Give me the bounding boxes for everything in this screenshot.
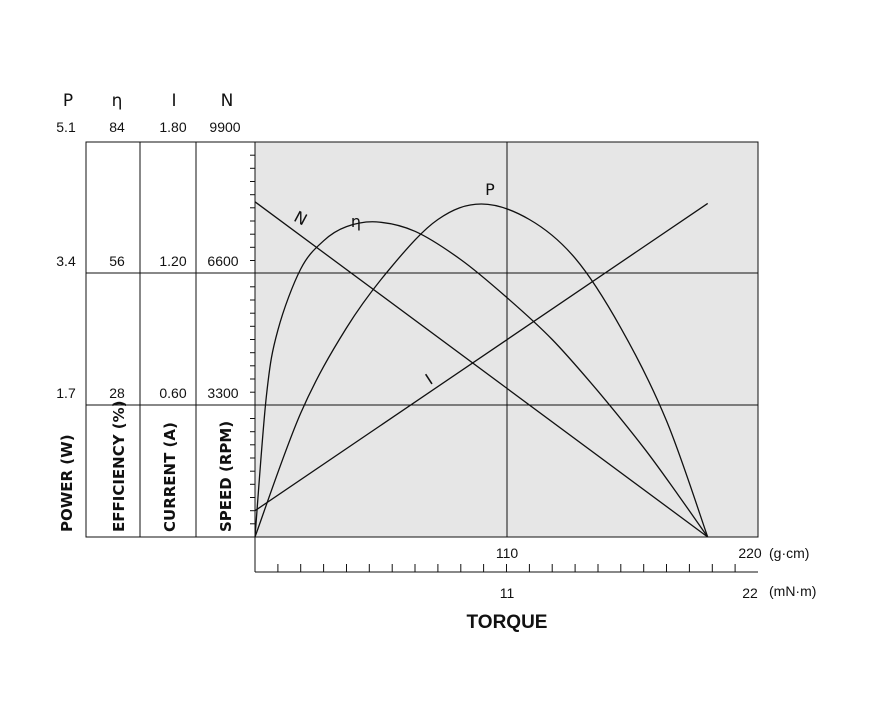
current-tick-low: 0.60 [159, 385, 186, 401]
torque-tick-mnm-max: 22 [742, 585, 758, 601]
current-tick-top: 1.80 [159, 119, 186, 135]
torque-tick-mnm-mid: 11 [500, 585, 515, 601]
series-line-3 [254, 202, 709, 512]
efficiency-tick-top: 84 [109, 119, 125, 135]
curves [254, 201, 709, 538]
speed-tick-top: 9900 [209, 119, 240, 135]
power-axis-label: POWER (W) [58, 434, 76, 532]
torque-minor-ticks [277, 564, 736, 572]
minor-y-ticks [250, 154, 255, 525]
speed-tick-mid: 6600 [207, 253, 238, 269]
power-tick-top: 5.1 [56, 119, 76, 135]
current-tick-mid: 1.20 [159, 253, 186, 269]
efficiency-tick-low: 28 [109, 385, 125, 401]
power-tick-mid: 3.4 [56, 253, 76, 269]
speed-axis-label: SPEED (RPM) [217, 421, 235, 532]
torque-tick-gcm-max: 220 [738, 545, 762, 561]
power-axis-symbol: P [63, 91, 73, 111]
efficiency-axis-label: EFFICIENCY (%) [110, 400, 128, 532]
series-line-0 [254, 201, 709, 538]
torque-axis-title: TORQUE [467, 612, 548, 633]
current-axis-label: CURRENT (A) [161, 422, 179, 532]
series-line-1 [254, 221, 709, 538]
speed-tick-low: 3300 [207, 385, 238, 401]
series-line-2 [254, 203, 709, 538]
power-tick-low: 1.7 [56, 385, 76, 401]
torque-unit-gcm: (g·cm) [769, 545, 809, 561]
speed-axis-symbol: N [221, 91, 234, 111]
torque-unit-mnm: (mN·m) [769, 583, 816, 599]
torque-tick-gcm-mid: 110 [496, 545, 519, 561]
current-axis-symbol: I [171, 91, 176, 111]
efficiency-curve-label: η [351, 212, 361, 231]
power-curve-label: P [485, 180, 495, 199]
efficiency-tick-mid: 56 [109, 253, 125, 269]
efficiency-axis-symbol: η [112, 91, 123, 111]
